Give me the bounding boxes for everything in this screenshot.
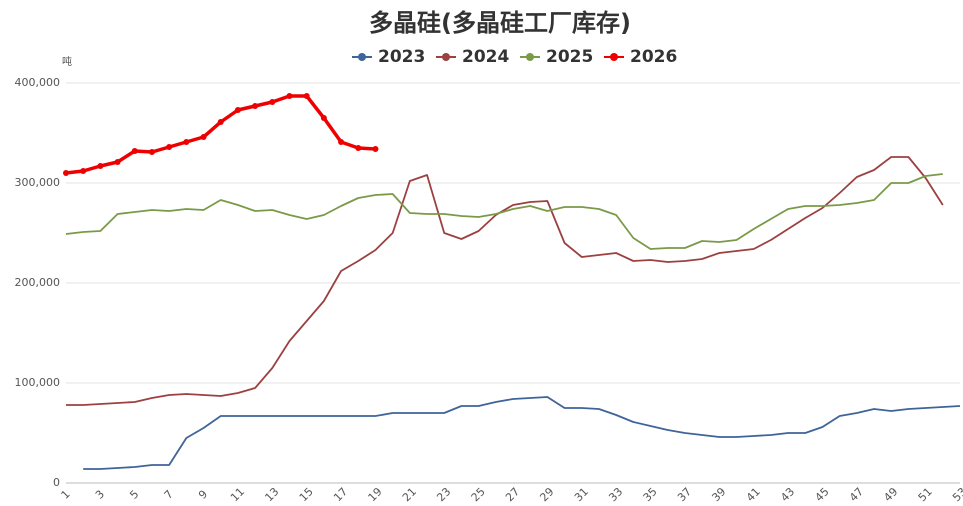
- legend-marker: [610, 53, 618, 61]
- point: [97, 163, 104, 169]
- y-tick-label: 100,000: [15, 376, 61, 389]
- point: [355, 145, 362, 151]
- x-tick-label: 1: [59, 488, 73, 502]
- point: [252, 103, 259, 109]
- x-tick-label: 13: [262, 485, 281, 504]
- x-tick-label: 17: [331, 485, 350, 504]
- point: [131, 148, 138, 154]
- legend-label: 2026: [630, 47, 677, 67]
- point: [338, 139, 345, 145]
- x-tick-label: 37: [675, 485, 694, 504]
- x-tick-label: 19: [366, 485, 385, 504]
- point: [200, 134, 207, 140]
- x-tick-label: 43: [778, 485, 797, 504]
- x-tick-label: 35: [641, 485, 660, 504]
- x-tick-label: 33: [606, 485, 625, 504]
- x-tick-label: 51: [916, 485, 935, 504]
- x-tick-label: 47: [847, 485, 866, 504]
- x-tick-label: 27: [503, 485, 522, 504]
- legend-label: 2024: [462, 47, 509, 67]
- x-tick-label: 31: [572, 485, 591, 504]
- point: [80, 168, 87, 174]
- x-tick-label: 25: [469, 485, 488, 504]
- x-tick-label: 53: [950, 485, 963, 504]
- legend-marker: [526, 53, 534, 61]
- point: [217, 119, 224, 125]
- x-tick-label: 49: [881, 485, 900, 504]
- series-line: [65, 173, 943, 250]
- x-tick-label: 11: [228, 485, 247, 504]
- x-tick-label: 9: [196, 488, 210, 502]
- chart-title: 多晶硅(多晶硅工厂库存): [369, 9, 631, 37]
- x-tick-label: 3: [93, 488, 107, 502]
- point: [166, 144, 173, 150]
- point: [63, 170, 69, 176]
- x-tick-label: 7: [162, 488, 176, 502]
- legend-label: 2023: [378, 47, 425, 67]
- x-tick-label: 45: [813, 485, 832, 504]
- y-tick-label: 300,000: [15, 176, 61, 189]
- point: [148, 149, 155, 155]
- legend-label: 2025: [546, 47, 593, 67]
- y-tick-label: 0: [53, 476, 60, 489]
- point: [183, 139, 190, 145]
- x-tick-label: 29: [537, 485, 556, 504]
- x-tick-label: 5: [127, 488, 141, 502]
- x-tick-label: 21: [400, 485, 419, 504]
- point: [269, 99, 276, 105]
- y-tick-label: 200,000: [15, 276, 61, 289]
- point: [303, 93, 310, 99]
- series-line: [66, 156, 944, 406]
- x-tick-label: 39: [709, 485, 728, 504]
- legend-marker: [442, 53, 450, 61]
- x-tick-label: 15: [297, 485, 316, 504]
- y-unit: 吨: [62, 55, 72, 68]
- legend-marker: [358, 53, 366, 61]
- point: [372, 146, 379, 152]
- x-tick-label: 41: [744, 485, 763, 504]
- series-line: [83, 396, 961, 470]
- y-tick-label: 400,000: [15, 76, 61, 89]
- point: [286, 93, 293, 99]
- series-line: [65, 94, 376, 175]
- x-tick-label: 23: [434, 485, 453, 504]
- point: [114, 159, 121, 165]
- point: [320, 115, 327, 121]
- point: [234, 107, 241, 113]
